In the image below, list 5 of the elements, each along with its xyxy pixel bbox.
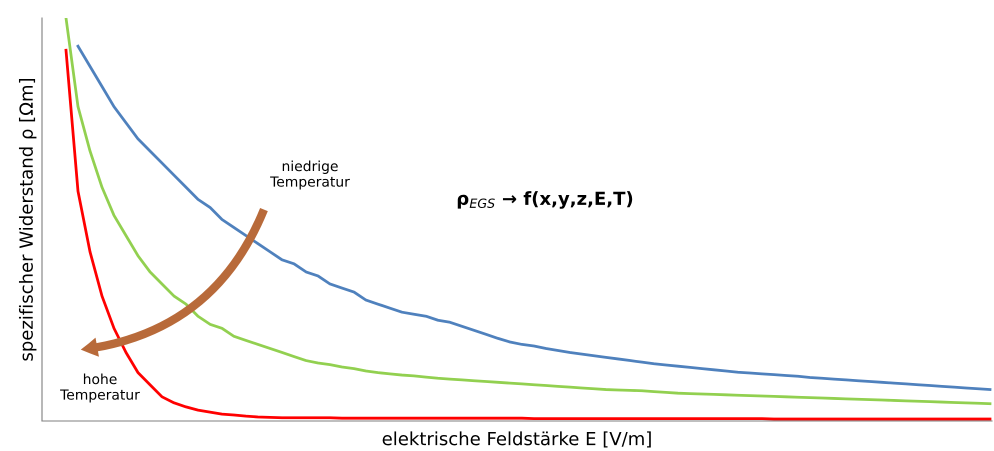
y-axis-title: spezifischer Widerstand ρ [Ωm] [18,78,36,361]
annotation: hohe Temperatur [60,374,140,402]
annotation: niedrige Temperatur [270,160,350,190]
annotation: ρ$_{EGS}$ → f(x,y,z,E,T) [458,191,632,209]
x-axis-title: elektrische Feldstärke E [V/m] [382,431,651,448]
